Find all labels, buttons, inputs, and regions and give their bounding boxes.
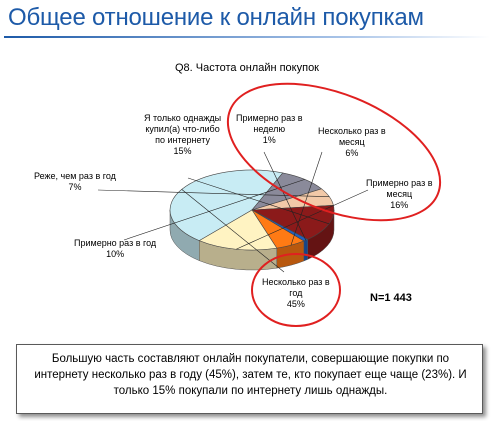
- leader-line-5: [290, 151, 323, 246]
- leader-line-6: [235, 189, 369, 250]
- slice-label-several-times-month: Несколько раз в месяц 6%: [318, 126, 386, 158]
- slice-label-less-than-yearly: Реже, чем раз в год 7%: [34, 171, 116, 192]
- sample-size-label: N=1 443: [370, 292, 412, 304]
- slice-label-once-a-year: Примерно раз в год 10%: [74, 238, 157, 259]
- slice-label-weekly: Примерно раз в неделю 1%: [236, 113, 303, 145]
- leader-line-3: [187, 177, 330, 225]
- summary-text: Большую часть составляют онлайн покупате…: [34, 353, 467, 397]
- title-underline: [4, 36, 490, 38]
- leader-line-1: [123, 179, 305, 241]
- slice-label-only-once: Я только однажды купил(а) что-либо по ин…: [144, 113, 222, 156]
- summary-note: Большую часть составляют онлайн покупате…: [16, 344, 483, 414]
- pie-side-4: [303, 238, 308, 262]
- leader-line-0: [181, 189, 285, 273]
- slice-label-several-times-year: Несколько раз в год 45%: [262, 277, 330, 309]
- slice-label-monthly: Примерно раз в месяц 16%: [366, 178, 433, 210]
- highlight-several-times-year: [251, 253, 341, 327]
- chart-title: Q8. Частота онлайн покупок: [174, 62, 319, 74]
- page-title: Общее отношение к онлайн покупкам: [8, 4, 424, 31]
- highlight-ellipses: [226, 82, 442, 327]
- leader-line-4: [263, 151, 307, 241]
- pie-top: [169, 169, 335, 251]
- highlight-frequent-buyers: [226, 82, 442, 222]
